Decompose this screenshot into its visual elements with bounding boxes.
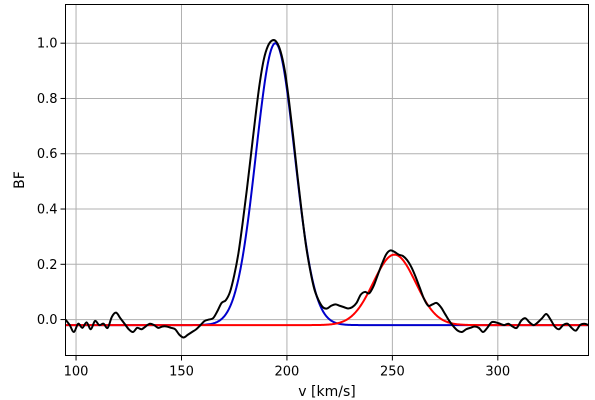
y-tick-label: 0.4: [37, 203, 58, 218]
y-axis-label: BF: [12, 171, 28, 189]
x-axis-label: v [km/s]: [298, 384, 355, 400]
grid: [65, 4, 589, 356]
series-group: [65, 39, 589, 339]
x-tick-label: 100: [64, 365, 89, 380]
x-tick-label: 150: [169, 365, 194, 380]
x-tick-label: 300: [485, 365, 510, 380]
blue-gaussian-fit: [65, 42, 589, 327]
red-gaussian-fit: [65, 253, 589, 327]
plot-frame: [65, 4, 589, 356]
y-tick-label: 1.0: [37, 37, 58, 52]
y-tick-label: 0.6: [37, 147, 58, 162]
y-tick-label: 0.8: [37, 92, 58, 107]
x-tick-label: 200: [275, 365, 300, 380]
observed-bf-line: [65, 39, 589, 339]
ticks: 100 150 200 250 300 0.0 0.2 0.4 0.6 0.8 1.0: [37, 37, 510, 380]
y-tick-label: 0.0: [37, 313, 58, 328]
y-tick-label: 0.2: [37, 258, 58, 273]
x-tick-label: 250: [380, 365, 405, 380]
